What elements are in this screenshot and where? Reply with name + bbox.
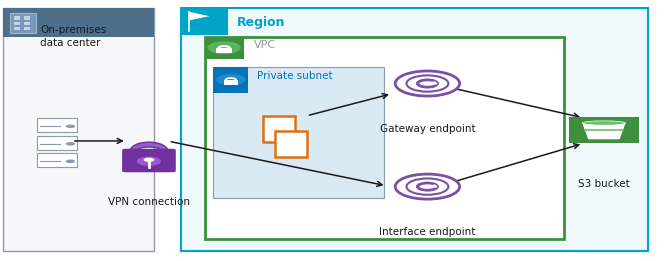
FancyBboxPatch shape — [122, 149, 176, 172]
Text: Region: Region — [237, 16, 285, 29]
Circle shape — [407, 75, 448, 92]
Circle shape — [216, 74, 246, 85]
Text: Interface endpoint: Interface endpoint — [379, 227, 476, 237]
Circle shape — [66, 142, 75, 146]
FancyBboxPatch shape — [14, 27, 20, 30]
FancyBboxPatch shape — [24, 16, 30, 20]
FancyBboxPatch shape — [275, 130, 307, 157]
Circle shape — [395, 174, 460, 199]
Circle shape — [417, 79, 438, 88]
FancyBboxPatch shape — [213, 67, 384, 198]
Circle shape — [144, 158, 154, 162]
Text: On-premises
data center: On-premises data center — [40, 25, 107, 48]
Text: Gateway endpoint: Gateway endpoint — [380, 124, 475, 134]
Ellipse shape — [582, 121, 625, 125]
Circle shape — [417, 182, 438, 191]
FancyBboxPatch shape — [14, 16, 20, 20]
FancyBboxPatch shape — [24, 27, 30, 30]
FancyBboxPatch shape — [3, 8, 154, 37]
Circle shape — [137, 157, 161, 166]
Text: Private subnet: Private subnet — [257, 71, 333, 81]
FancyBboxPatch shape — [181, 8, 648, 251]
FancyBboxPatch shape — [224, 80, 238, 85]
Circle shape — [66, 159, 75, 163]
FancyBboxPatch shape — [181, 8, 228, 35]
Text: S3 bucket: S3 bucket — [578, 179, 630, 189]
FancyBboxPatch shape — [205, 37, 564, 239]
Circle shape — [207, 41, 241, 54]
Circle shape — [395, 71, 460, 96]
Polygon shape — [582, 123, 625, 139]
FancyBboxPatch shape — [14, 22, 20, 25]
Text: VPN connection: VPN connection — [108, 197, 190, 207]
Circle shape — [66, 124, 75, 128]
FancyBboxPatch shape — [37, 118, 77, 132]
FancyBboxPatch shape — [213, 67, 248, 93]
Polygon shape — [189, 12, 209, 20]
FancyBboxPatch shape — [205, 37, 244, 59]
FancyBboxPatch shape — [24, 22, 30, 25]
FancyBboxPatch shape — [216, 48, 232, 54]
FancyBboxPatch shape — [3, 8, 154, 251]
FancyBboxPatch shape — [263, 116, 295, 142]
FancyBboxPatch shape — [10, 13, 36, 33]
FancyBboxPatch shape — [37, 136, 77, 150]
FancyBboxPatch shape — [37, 153, 77, 167]
FancyBboxPatch shape — [569, 117, 639, 143]
Text: VPC: VPC — [254, 40, 276, 50]
Circle shape — [407, 179, 448, 195]
